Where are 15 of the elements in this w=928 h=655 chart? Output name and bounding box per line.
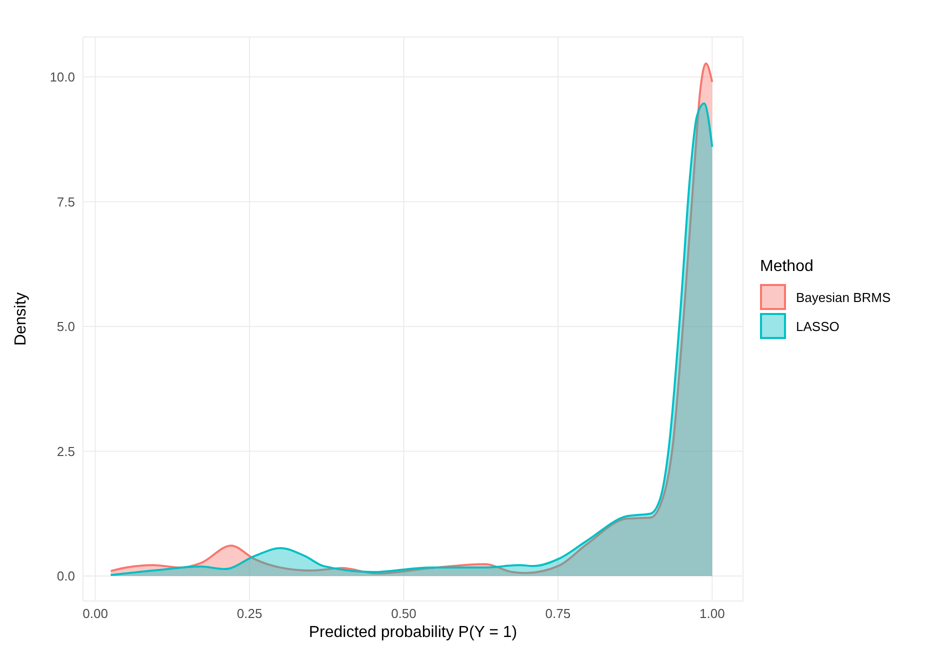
y-tick-label: 0.0 <box>56 568 75 584</box>
y-tick-label: 7.5 <box>56 194 75 210</box>
x-tick-label: 0.25 <box>236 606 262 622</box>
y-axis-title: Density <box>12 292 30 346</box>
legend-label: Bayesian BRMS <box>796 290 891 304</box>
legend-title: Method <box>760 258 814 276</box>
y-tick-label: 5.0 <box>56 319 75 334</box>
y-tick-label: 2.5 <box>56 444 75 459</box>
x-tick-label: 0.50 <box>391 606 416 622</box>
x-axis-title: Predicted probability P(Y = 1) <box>308 624 518 642</box>
legend-label: LASSO <box>796 318 840 334</box>
x-tick-label: 0.75 <box>545 606 571 622</box>
x-tick-label: 0.00 <box>82 606 108 622</box>
y-tick-label: 10.0 <box>50 70 75 85</box>
x-tick-label: 1.00 <box>700 606 725 622</box>
